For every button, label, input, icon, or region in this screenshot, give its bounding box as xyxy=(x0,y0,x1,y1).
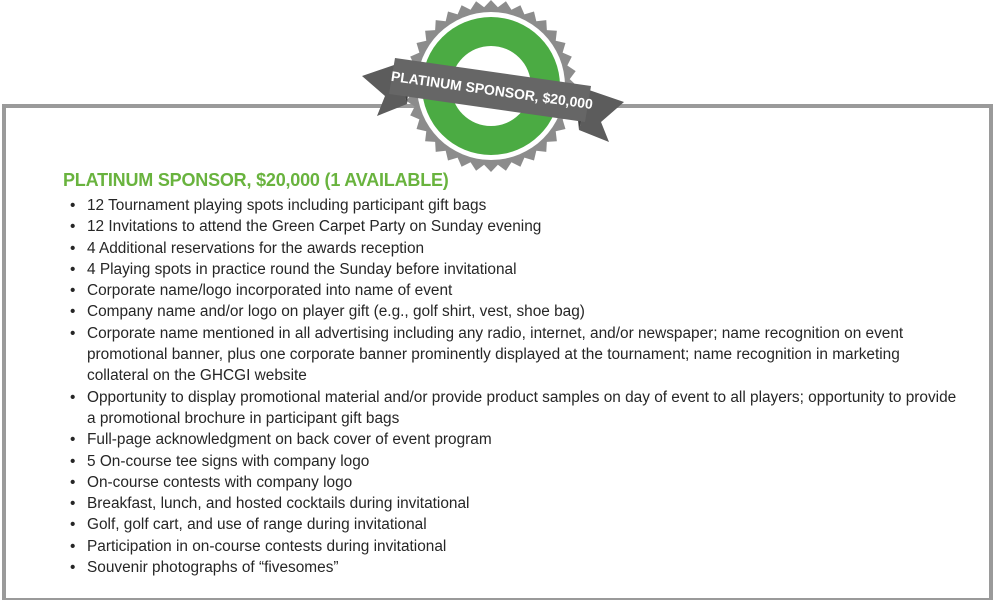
benefit-item: Participation in on-course contests duri… xyxy=(63,536,963,558)
benefit-item: 5 On-course tee signs with company logo xyxy=(63,451,963,473)
benefit-item: On-course contests with company logo xyxy=(63,472,963,494)
ribbon-right-tail xyxy=(579,90,624,142)
benefits-list: 12 Tournament playing spots including pa… xyxy=(63,195,963,579)
benefit-item: Opportunity to display promotional mater… xyxy=(63,387,963,430)
benefit-item: 12 Tournament playing spots including pa… xyxy=(63,195,963,217)
section-title: PLATINUM SPONSOR, $20,000 (1 AVAILABLE) xyxy=(63,170,449,190)
benefit-item: Full-page acknowledgment on back cover o… xyxy=(63,429,963,451)
benefit-item: Souvenir photographs of “fivesomes” xyxy=(63,557,963,579)
benefit-item: Corporate name mentioned in all advertis… xyxy=(63,323,963,387)
benefit-item: 4 Playing spots in practice round the Su… xyxy=(63,259,963,281)
benefit-item: Golf, golf cart, and use of range during… xyxy=(63,514,963,536)
benefit-item: Breakfast, lunch, and hosted cocktails d… xyxy=(63,493,963,515)
sponsor-content: PLATINUM SPONSOR, $20,000 (1 AVAILABLE) … xyxy=(63,170,963,579)
benefit-item: Company name and/or logo on player gift … xyxy=(63,301,963,323)
ribbon-band xyxy=(389,58,591,122)
benefit-item: 12 Invitations to attend the Green Carpe… xyxy=(63,216,963,238)
platinum-seal-badge: PLATINUM SPONSOR, $20,000 xyxy=(362,0,624,172)
benefit-item: Corporate name/logo incorporated into na… xyxy=(63,280,963,302)
benefit-item: 4 Additional reservations for the awards… xyxy=(63,238,963,260)
